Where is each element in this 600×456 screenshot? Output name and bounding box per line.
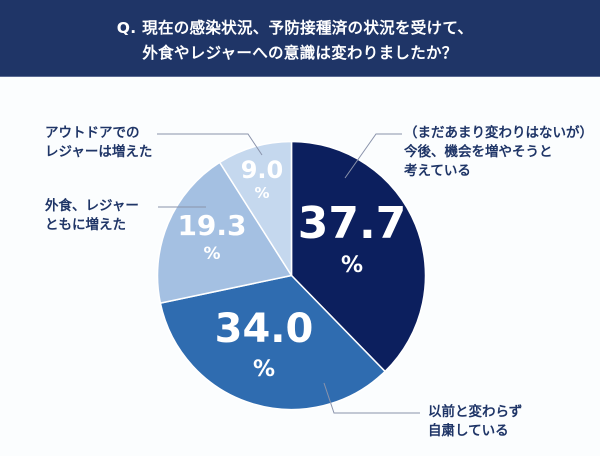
label-still-refraining: 以前と変わらず 自粛している [428,403,522,441]
label-line: 自粛している [428,423,509,439]
leader-lines [157,133,420,414]
leader-line-9-0 [157,133,263,156]
label-line: 考えている [404,163,471,179]
slice-value: 37.7 [298,198,407,249]
percent-sign: % [253,357,275,382]
leader-line-37-7 [344,133,402,179]
percent-sign: % [203,244,220,264]
slice-value-labels: 37.7%34.0%19.3%9.0% [177,156,406,382]
label-line: 今後、機会を増やそうと [404,144,553,160]
pie-slice [156,161,293,304]
label-line: （まだあまり変わりはないが） [404,125,593,141]
slice-value: 9.0 [241,156,284,184]
label-outdoor-increased: アウトドアでの レジャーは増えた [45,124,152,162]
label-line: 以前と変わらず [428,404,523,420]
label-increase-future: （まだあまり変わりはないが） 今後、機会を増やそうと 考えている [404,124,593,181]
pie-slices [156,140,427,411]
pie-slice [159,274,386,411]
label-both-increased: 外食、レジャー ともに増えた [45,197,139,235]
question-title-line-2: 外食やレジャーへの意識は変わりましたか？ [142,44,458,62]
pie-slice [290,140,427,373]
label-line: 外食、レジャー [45,198,139,214]
pie-slice [218,140,293,277]
question-header: Q. 現在の感染状況、予防接種済の状況を受けて、 外食やレジャーへの意識は変わり… [0,0,600,77]
percent-sign: % [341,253,363,278]
label-line: ともに増えた [45,217,126,233]
label-line: レジャーは増えた [45,144,153,160]
slice-value: 19.3 [177,209,246,242]
slice-value: 34.0 [215,306,314,352]
percent-sign: % [254,184,269,202]
leader-line-34-0 [323,382,420,414]
question-title-line-1: Q. 現在の感染状況、予防接種済の状況を受けて、 [116,19,474,37]
label-line: アウトドアでの [45,125,140,141]
